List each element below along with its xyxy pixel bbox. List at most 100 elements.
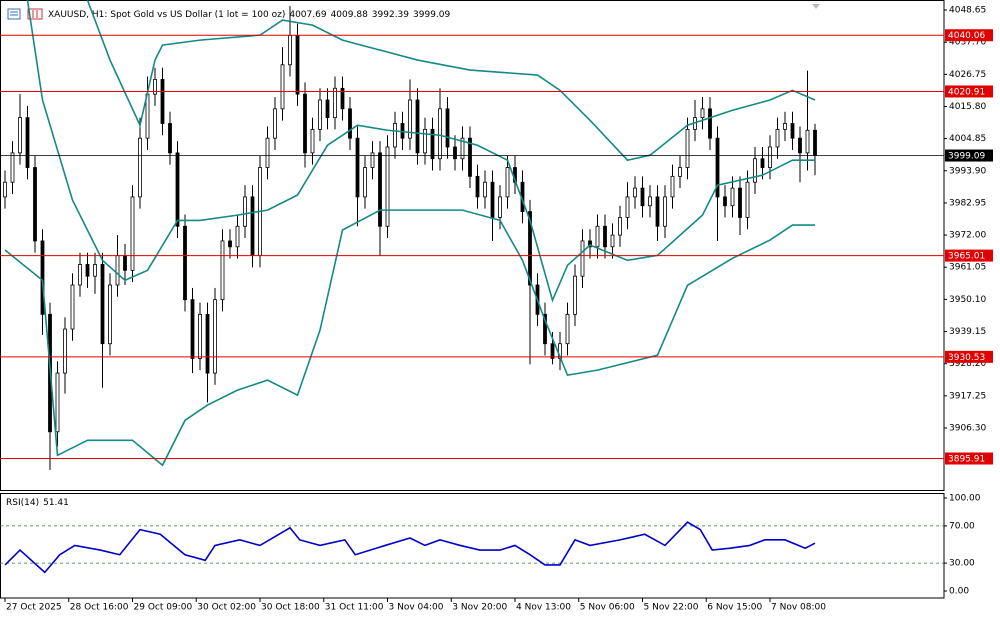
- candle-body: [18, 117, 22, 154]
- candle-body: [738, 187, 742, 218]
- candle-body: [40, 240, 45, 315]
- level-label-box: [945, 85, 993, 98]
- candle-body: [55, 372, 60, 433]
- candle-body: [190, 299, 195, 359]
- candle-body: [475, 175, 480, 198]
- candle-body: [655, 196, 660, 227]
- y-tick-label: 3982.95: [949, 198, 986, 208]
- icon: [7, 8, 21, 20]
- candle-body: [355, 137, 360, 198]
- candle-body: [468, 137, 472, 177]
- candle-body: [573, 275, 577, 315]
- x-tick-label: 30 Oct 18:00: [261, 603, 320, 613]
- candle-body: [633, 187, 637, 198]
- bollinger-band: [86, 0, 816, 162]
- candle-body: [310, 128, 315, 154]
- x-tick-label: 5 Nov 22:00: [644, 603, 699, 613]
- candle-body: [85, 264, 90, 277]
- candle-body: [685, 128, 690, 168]
- level-label: 4020.91: [948, 87, 985, 97]
- header: XAUUSD, H1: Spot Gold vs US Dollar (1 lo…: [48, 10, 451, 20]
- level-label: 3965.01: [948, 252, 985, 262]
- candle-body: [138, 137, 142, 198]
- x-tick-label: 28 Oct 16:00: [70, 603, 129, 613]
- candle-body: [10, 152, 15, 183]
- candle-body: [528, 211, 532, 286]
- y-tick-label: 3972.00: [949, 231, 986, 241]
- icon: [27, 8, 43, 20]
- candle-body: [385, 146, 390, 227]
- rsi-title: RSI(14): [6, 498, 39, 508]
- candle-body: [198, 313, 202, 359]
- candle-body: [295, 35, 300, 95]
- candle-body: [483, 181, 487, 198]
- candle-body: [393, 123, 397, 148]
- candle-body: [160, 79, 165, 124]
- candle-body: [220, 240, 225, 301]
- x-tick-label: 7 Nov 08:00: [771, 603, 826, 613]
- candle-body: [378, 152, 382, 227]
- candle-body: [363, 167, 367, 198]
- candle-body: [123, 255, 127, 271]
- candle-body: [700, 108, 705, 119]
- candle-body: [33, 167, 37, 242]
- candle-body: [775, 128, 780, 148]
- level-label: 3930.53: [948, 353, 985, 363]
- y-tick-label: 3928.20: [949, 359, 986, 369]
- candle-body: [663, 196, 667, 227]
- level-label: 4040.06: [948, 31, 985, 41]
- y-tick-label: 4037.70: [949, 38, 986, 48]
- candle-body: [640, 187, 645, 207]
- candle-body: [453, 146, 457, 160]
- candle-body: [235, 225, 240, 248]
- candle-body: [100, 264, 105, 345]
- candle-body: [348, 108, 352, 139]
- candle-body: [648, 196, 652, 207]
- candle-body: [490, 181, 495, 218]
- candle-body: [460, 137, 465, 160]
- y-tick-label: 3961.05: [949, 263, 986, 273]
- candle-body: [760, 158, 765, 168]
- candle-body: [625, 196, 630, 218]
- y-tick-label: 3917.25: [949, 391, 986, 401]
- rsi-frame: [0, 493, 945, 599]
- close-value: 3999.09: [413, 10, 450, 20]
- x-tick-label: 4 Nov 13:00: [516, 603, 571, 613]
- candle-body: [280, 64, 285, 110]
- rsi-line: [4, 521, 816, 574]
- candle-body: [288, 35, 292, 66]
- candle-body: [580, 240, 585, 277]
- candle-body: [3, 181, 7, 198]
- level-label-box: [945, 29, 993, 42]
- candle-body: [798, 137, 802, 154]
- candle-body: [303, 93, 307, 154]
- candle-body: [723, 196, 727, 207]
- y-tick-label: 0.00: [949, 586, 969, 596]
- y-tick-label: 100.00: [949, 494, 981, 504]
- candle-body: [768, 146, 772, 168]
- y-tick-label: 3993.90: [949, 166, 986, 176]
- x-tick-label: 3 Nov 20:00: [452, 603, 507, 613]
- low-value: 3992.39: [372, 10, 409, 20]
- last-price-label: 3999.09: [948, 152, 985, 162]
- plot-area: [0, 521, 944, 574]
- rsi-value: 51.41: [43, 498, 69, 508]
- x-tick-label: 30 Oct 02:00: [197, 603, 256, 613]
- candle-body: [565, 313, 570, 345]
- header-icons: [7, 8, 43, 20]
- candle-body: [25, 117, 30, 168]
- symbol-title: XAUUSD, H1: Spot Gold vs US Dollar (1 lo…: [48, 10, 285, 20]
- level-label: 3895.91: [948, 454, 985, 464]
- candle-body: [550, 343, 555, 359]
- y-tick-label: 70.00: [949, 521, 975, 531]
- candle-body: [78, 264, 82, 286]
- candle-body: [805, 129, 810, 154]
- x-tick-label: 29 Oct 09:00: [134, 603, 193, 613]
- candle-body: [243, 196, 247, 227]
- candle-body: [498, 196, 502, 218]
- candle-body: [588, 240, 592, 248]
- candle-body: [115, 255, 120, 286]
- y-tick-label: 3950.10: [949, 295, 986, 305]
- y-tick-label: 30.00: [949, 559, 975, 569]
